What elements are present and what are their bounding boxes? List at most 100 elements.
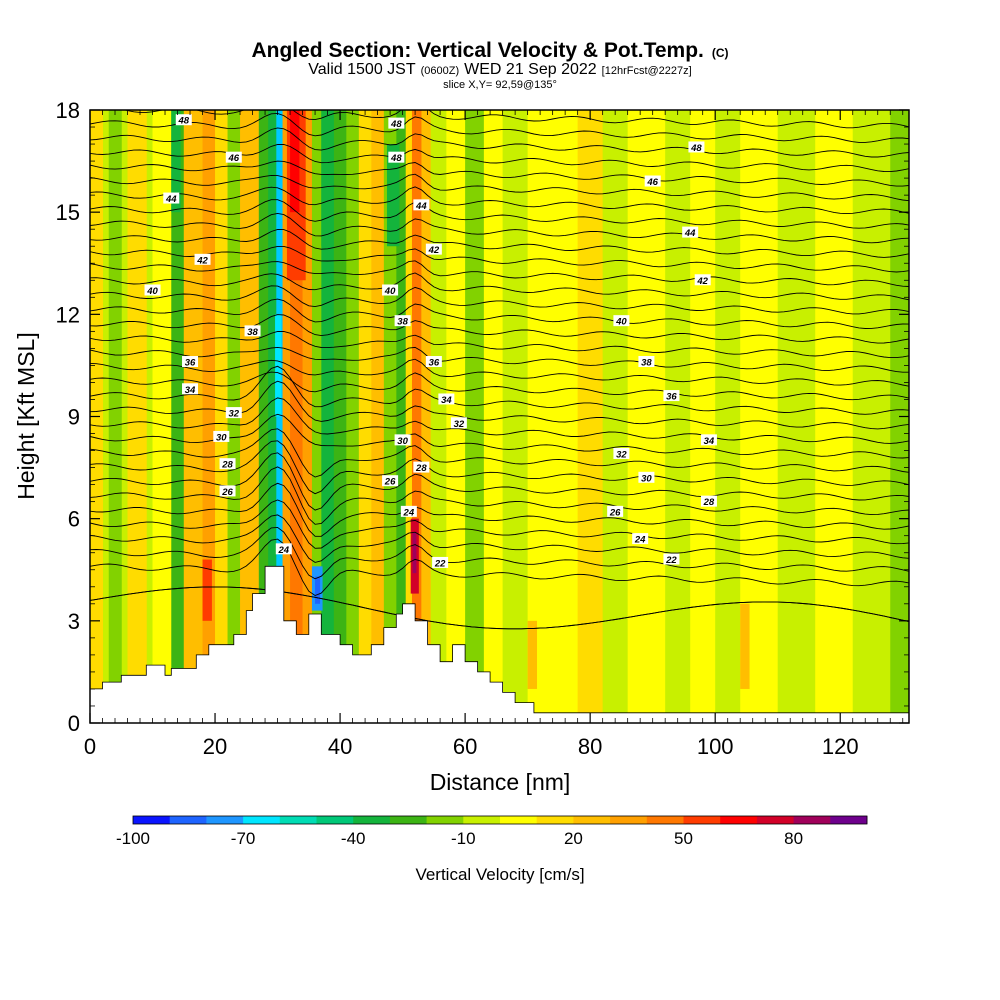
theta-contour	[90, 397, 909, 444]
contour-label-text: 48	[690, 143, 702, 154]
x-tick-label: 100	[697, 734, 734, 759]
velocity-band	[483, 110, 504, 723]
contour-label-text: 30	[641, 473, 652, 484]
theta-contour	[90, 358, 909, 387]
colorbar-swatch	[646, 816, 684, 824]
theta-contour	[90, 212, 909, 244]
contour-label: 42	[194, 253, 211, 266]
velocity-core	[321, 110, 334, 247]
contour-label: 42	[425, 243, 442, 256]
velocity-band	[258, 110, 269, 723]
y-tick-label: 9	[68, 405, 80, 430]
velocity-band	[421, 110, 432, 723]
theta-contour	[90, 371, 909, 401]
theta-contour	[90, 245, 909, 273]
theta-contour	[90, 186, 909, 215]
contour-label-text: 32	[454, 419, 465, 430]
contour-label: 24	[400, 505, 417, 518]
contour-label-text: 40	[615, 317, 627, 328]
x-tick-label: 60	[453, 734, 477, 759]
contour-label: 30	[638, 471, 655, 484]
velocity-band	[127, 110, 147, 723]
contour-label: 40	[613, 315, 630, 328]
contour-label-text: 28	[221, 460, 233, 471]
colorbar-swatch	[756, 816, 794, 824]
subtitle-date: WED 21 Sep 2022	[464, 61, 597, 78]
contour-label-text: 36	[185, 358, 196, 369]
contour-labels: 48 46 44 42 40 38 36 34 32 30 28 26 24 48 48 44 42 40 38 36…	[144, 114, 717, 569]
theta-contour	[122, 110, 909, 129]
theta-contour	[90, 314, 909, 344]
theta-contour	[90, 127, 909, 158]
velocity-band	[602, 110, 629, 723]
theta-contour	[90, 173, 909, 202]
colorbar-swatch	[353, 816, 391, 824]
velocity-core	[411, 110, 422, 281]
colorbar-tick-label: 20	[564, 829, 583, 848]
velocity-band	[690, 110, 716, 723]
contour-label: 30	[394, 434, 411, 447]
theta-contour	[90, 272, 909, 301]
theta-contour	[90, 586, 909, 630]
contour-label-text: 40	[146, 286, 158, 297]
contour-label: 32	[450, 417, 467, 430]
y-tick-label: 12	[56, 302, 80, 327]
plot-area: 48 46 44 42 40 38 36 34 32 30 28 26 24 48 48 44 42 40 38 36…	[90, 110, 909, 723]
contour-label-text: 36	[429, 358, 440, 369]
colorbar-swatch	[500, 816, 538, 824]
colorbar-swatch	[426, 816, 464, 824]
velocity-core	[315, 576, 321, 604]
contour-label: 22	[432, 556, 449, 569]
contour-label-text: 38	[641, 358, 652, 369]
contour-label-text: 26	[384, 477, 396, 488]
velocity-band	[627, 110, 666, 723]
contour-label-text: 38	[247, 327, 258, 338]
colorbar-swatch	[169, 816, 207, 824]
x-axis: 0 20 40 60 80 100 120	[84, 110, 904, 759]
colorbar-swatch	[243, 816, 281, 824]
contour-label: 48	[388, 117, 405, 130]
y-axis-label: Height [Kft MSL]	[13, 332, 39, 499]
contour-label-text: 28	[703, 497, 715, 508]
velocity-band	[715, 110, 741, 723]
velocity-band	[411, 110, 422, 723]
velocity-field	[90, 110, 909, 723]
colorbar-swatch	[720, 816, 758, 824]
y-tick-label: 0	[68, 711, 80, 736]
contour-label-text: 24	[403, 507, 415, 518]
theta-contour	[90, 331, 909, 359]
terrain	[90, 565, 909, 723]
contour-label: 34	[700, 434, 717, 447]
x-tick-label: 120	[822, 734, 859, 759]
contour-label: 44	[682, 226, 699, 239]
velocity-band	[502, 110, 529, 723]
velocity-band	[302, 110, 313, 723]
velocity-band	[396, 110, 407, 723]
contour-label: 48	[688, 141, 705, 154]
chart-title: Angled Section: Vertical Velocity & Pot.…	[251, 39, 728, 62]
theta-contour	[90, 466, 909, 525]
contour-label: 46	[644, 175, 661, 188]
contour-label-text: 30	[216, 432, 227, 443]
contour-label: 34	[182, 383, 199, 396]
y-tick-label: 3	[68, 609, 80, 634]
contour-label: 30	[213, 430, 230, 443]
contour-label-text: 30	[397, 436, 408, 447]
contour-label-text: 24	[278, 545, 290, 556]
theta-contour	[90, 199, 909, 229]
contour-label: 24	[632, 533, 649, 546]
contour-label: 36	[425, 356, 442, 369]
contour-label: 36	[182, 356, 199, 369]
contour-label: 28	[700, 495, 717, 508]
velocity-band	[171, 110, 185, 723]
contour-label-text: 44	[684, 228, 696, 239]
velocity-band	[240, 110, 260, 723]
colorbar-swatch	[316, 816, 354, 824]
velocity-band	[405, 110, 413, 723]
subtitle-utc: (0600Z)	[421, 65, 460, 77]
theta-contour	[90, 260, 909, 287]
theta-contour	[90, 482, 909, 537]
velocity-band	[665, 110, 691, 723]
contour-label: 34	[438, 393, 455, 406]
